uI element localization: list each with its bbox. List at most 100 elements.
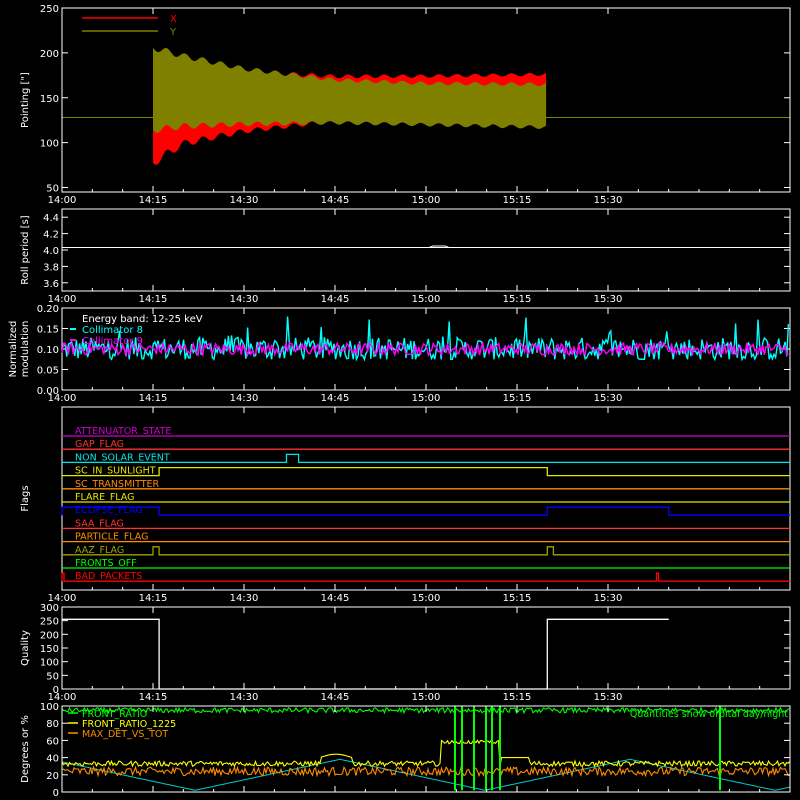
modulation-legend-label: Collimator 8 — [82, 325, 143, 336]
flags-x-tick-label: 14:00 — [48, 593, 77, 604]
flags-x-tick-label: 14:45 — [321, 593, 350, 604]
quality-y-tick-label: 100 — [40, 658, 59, 669]
roll_period-x-tick-label: 15:30 — [594, 294, 623, 305]
pointing-x-tick-label: 14:30 — [230, 195, 259, 206]
roll_period-x-tick-label: 14:45 — [321, 294, 350, 305]
pointing-y-tick-label: 200 — [40, 49, 59, 60]
roll_period-y-axis-label: Roll period [s] — [20, 215, 31, 284]
flag-label: GAP_FLAG — [75, 439, 124, 450]
quality-y-tick-label: 0 — [53, 685, 59, 696]
roll_period-y-tick-label: 3.8 — [43, 262, 59, 273]
flag-label: PARTICLE_FLAG — [75, 532, 148, 543]
flag-label: AAZ_FLAG — [75, 545, 124, 556]
flag-label: FRONTS_OFF — [75, 558, 137, 569]
pointing-y-axis-label: Pointing ["] — [20, 72, 31, 128]
tracking-series-front-ratio-1225 — [61, 739, 790, 768]
flags-x-tick-label: 15:00 — [412, 593, 441, 604]
flag-label: BAD_PACKETS — [75, 571, 142, 582]
modulation-annotation: Energy band: 12-25 keV — [82, 314, 203, 325]
tracking-y-tick-label: 40 — [46, 754, 59, 765]
flags-x-tick-label: 14:15 — [139, 593, 168, 604]
roll_period-x-tick-label: 15:15 — [503, 294, 532, 305]
pointing-legend-label: Y — [169, 27, 177, 38]
modulation-series-collimator-8 — [61, 316, 790, 362]
flag-label: ATTENUATOR_STATE — [75, 426, 171, 437]
flag-label: FLARE_FLAG — [75, 492, 135, 503]
modulation-y-axis-label: modulation — [20, 321, 31, 378]
quality-y-tick-label: 200 — [40, 630, 59, 641]
roll_period-x-tick-label: 15:00 — [412, 294, 441, 305]
quality-x-tick-label: 15:00 — [412, 692, 441, 703]
pointing-x-tick-label: 14:15 — [139, 195, 168, 206]
quality-x-tick-label: 15:15 — [503, 692, 532, 703]
modulation-x-tick-label: 15:30 — [594, 393, 623, 404]
modulation-y-tick-label: 0.15 — [37, 325, 59, 336]
modulation-y-tick-label: 0.00 — [37, 386, 59, 397]
tracking-legend-label: FRONT_RATIO_1225 — [82, 719, 176, 730]
roll_period-y-tick-label: 4.2 — [43, 230, 59, 241]
flags-x-tick-label: 14:30 — [230, 593, 259, 604]
quality-y-tick-label: 250 — [40, 617, 59, 628]
modulation-legend-label: Collimator 9 — [82, 336, 143, 347]
tracking-y-tick-label: 0 — [53, 788, 59, 799]
tracking-y-tick-label: 60 — [46, 736, 59, 747]
quality-series — [62, 618, 669, 690]
quality-x-tick-label: 15:30 — [594, 692, 623, 703]
flag-line-non-solar-event — [62, 453, 790, 464]
pointing-y-tick-label: 100 — [40, 139, 59, 150]
roll-period-series — [153, 245, 545, 248]
flag-label: NON_SOLAR_EVENT — [75, 452, 170, 463]
pointing-y-tick-label: 150 — [40, 94, 59, 105]
roll_period-x-tick-label: 14:15 — [139, 294, 168, 305]
quality-x-tick-label: 14:00 — [48, 692, 77, 703]
pointing-x-tick-label: 15:15 — [503, 195, 532, 206]
flag-line-sc-in-sunlight — [62, 466, 790, 477]
modulation-x-tick-label: 15:00 — [412, 393, 441, 404]
tracking-annotation: Quantities show orbital day/night — [630, 709, 788, 720]
pointing-y-tick-label: 50 — [46, 184, 59, 195]
flag-line-bad-packets — [61, 572, 790, 582]
pointing-series-Y-area — [153, 47, 547, 133]
modulation-x-tick-label: 14:45 — [321, 393, 350, 404]
roll_period-y-tick-label: 4.4 — [43, 213, 59, 224]
roll_period-y-tick-label: 4.0 — [43, 246, 59, 257]
tracking-legend-label: MAX_DET_VS_TOT — [82, 729, 168, 740]
flag-line-aaz-flag — [62, 546, 790, 556]
quality-y-tick-label: 300 — [40, 603, 59, 614]
tracking-y-axis-label: Degrees or % — [20, 715, 31, 783]
flags-y-axis-label: Flags — [20, 485, 31, 511]
quality-x-tick-label: 14:45 — [321, 692, 350, 703]
pointing-x-tick-label: 14:00 — [48, 195, 77, 206]
pointing-x-tick-label: 15:30 — [594, 195, 623, 206]
tracking-series-max-det-vs-tot — [61, 765, 790, 778]
modulation-y-tick-label: 0.20 — [37, 304, 59, 315]
pointing-legend-label: X — [170, 14, 177, 25]
modulation-x-tick-label: 14:00 — [48, 393, 77, 404]
modulation-x-tick-label: 14:15 — [139, 393, 168, 404]
pointing-y-tick-label: 250 — [40, 4, 59, 15]
roll_period-x-tick-label: 14:30 — [230, 294, 259, 305]
flag-label: SC_TRANSMITTER — [75, 479, 160, 490]
flag-label: SC_IN_SUNLIGHT — [75, 466, 156, 477]
tracking-legend-label: FRONT_RATIO — [82, 709, 147, 720]
tracking-y-tick-label: 20 — [46, 771, 59, 782]
tracking-y-tick-label: 80 — [46, 719, 59, 730]
flag-label: ECLIPSE_FLAG — [75, 505, 143, 516]
flags-x-tick-label: 15:15 — [503, 593, 532, 604]
flag-label: SAA_FLAG — [75, 518, 124, 529]
roll_period-y-tick-label: 3.6 — [43, 279, 59, 290]
modulation-series-collimator-9 — [61, 340, 789, 358]
quality-x-tick-label: 14:15 — [139, 692, 168, 703]
modulation-x-tick-label: 15:15 — [503, 393, 532, 404]
pointing-x-tick-label: 15:00 — [412, 195, 441, 206]
roll_period-x-tick-label: 14:00 — [48, 294, 77, 305]
quality-y-tick-label: 50 — [46, 671, 59, 682]
modulation-x-tick-label: 14:30 — [230, 393, 259, 404]
modulation-y-tick-label: 0.10 — [37, 345, 59, 356]
quality-y-axis-label: Quality — [20, 630, 31, 666]
quality-y-tick-label: 150 — [40, 644, 59, 655]
modulation-y-axis-label: Normalized — [8, 321, 19, 378]
flags-x-tick-label: 15:30 — [594, 593, 623, 604]
tracking-orbit-series — [61, 758, 791, 791]
